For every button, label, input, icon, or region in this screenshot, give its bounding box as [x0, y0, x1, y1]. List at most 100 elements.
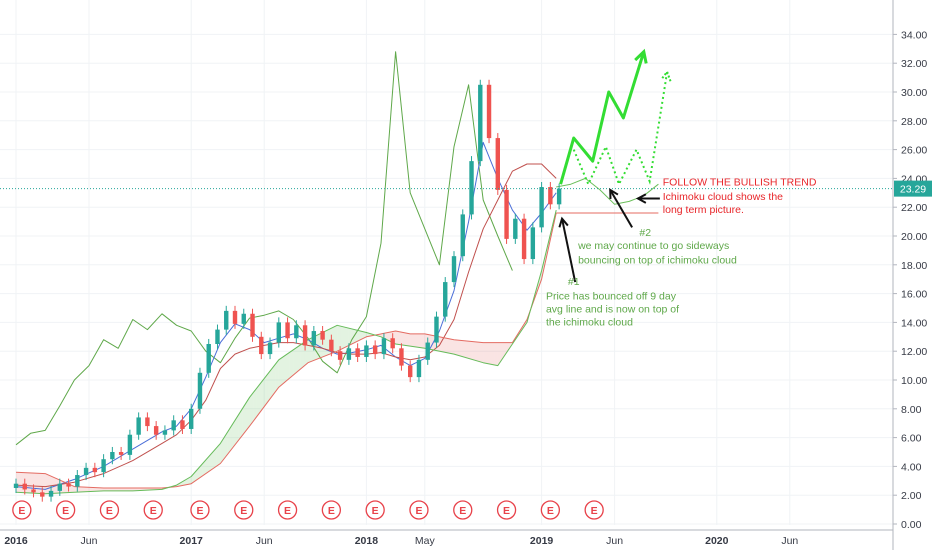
- earnings-marker: [99, 500, 120, 520]
- candle-body: [40, 492, 45, 497]
- candle-body: [302, 325, 308, 346]
- y-tick-label: 26.00: [901, 145, 927, 157]
- y-tick-label: 18.00: [901, 260, 927, 272]
- ichimoku-cloud-fill: [99, 487, 104, 492]
- earnings-marker: [190, 500, 210, 520]
- y-tick-label: 34.00: [901, 29, 927, 41]
- annotation-text: the ichimoku cloud: [546, 316, 633, 328]
- ichimoku-cloud-fill: [16, 472, 20, 493]
- candle-body: [276, 322, 281, 343]
- candle-body: [197, 372, 203, 409]
- ichimoku-cloud-fill: [121, 488, 126, 491]
- candle-body: [460, 214, 465, 257]
- ichimoku-cloud-fill: [454, 339, 458, 356]
- ichimoku-cloud-fill: [475, 341, 480, 362]
- x-tick-label: 2017: [180, 535, 204, 547]
- earnings-marker: [12, 500, 32, 520]
- candle-body: [22, 483, 27, 490]
- ichimoku-cloud-fill: [479, 342, 484, 363]
- candle-body: [355, 348, 360, 357]
- ichimoku-cloud-fill: [410, 333, 414, 347]
- candle-body: [66, 483, 71, 487]
- ichimoku-cloud-fill: [136, 488, 141, 491]
- ichimoku-cloud-fill: [191, 472, 195, 484]
- ichimoku-cloud-fill: [37, 473, 42, 494]
- ichimoku-cloud-fill: [96, 487, 100, 492]
- candle-body: [521, 218, 527, 260]
- y-tick-label: 32.00: [901, 58, 927, 70]
- ichimoku-cloud-fill: [402, 332, 407, 346]
- current-price-label: 23.29: [900, 184, 926, 196]
- annotation-text: #1: [568, 276, 580, 288]
- ichimoku-cloud-fill: [446, 338, 451, 354]
- ichimoku-cloud-fill: [359, 330, 363, 341]
- candle-body: [285, 322, 290, 339]
- candle-body: [83, 467, 89, 476]
- ichimoku-cloud-fill: [289, 349, 294, 379]
- candle-body: [31, 489, 36, 493]
- ichimoku-cloud-fill: [213, 447, 217, 469]
- candle-body: [267, 342, 273, 355]
- x-tick-label: 2019: [530, 535, 554, 547]
- y-tick-label: 12.00: [901, 346, 927, 358]
- ichimoku-cloud-fill: [344, 327, 349, 348]
- y-tick-label: 2.00: [901, 490, 922, 502]
- candle-body: [189, 408, 194, 429]
- ichimoku-cloud-fill: [48, 475, 53, 494]
- candle-body: [136, 417, 141, 435]
- annotation-text: avg line and is now on top of: [546, 303, 679, 315]
- candle-body: [504, 189, 509, 239]
- candle-body: [372, 345, 378, 355]
- x-tick-label: Jun: [606, 535, 623, 547]
- candle-body: [399, 348, 404, 366]
- y-tick-label: 28.00: [901, 116, 927, 128]
- ichimoku-cloud-fill: [78, 486, 82, 493]
- candle-body: [434, 316, 439, 343]
- earnings-marker-label: E: [106, 505, 113, 517]
- x-tick-label: Jun: [781, 535, 798, 547]
- earnings-marker: [453, 500, 473, 520]
- y-tick-label: 8.00: [901, 404, 922, 416]
- candle-body: [206, 344, 211, 373]
- earnings-marker-label: E: [18, 505, 25, 517]
- ichimoku-cloud-fill: [129, 488, 133, 491]
- earnings-marker: [277, 500, 298, 520]
- x-tick-label: 2016: [4, 535, 28, 547]
- candle-body: [329, 339, 334, 352]
- candle-body: [495, 138, 500, 190]
- candle-body: [346, 348, 352, 360]
- ichimoku-cloud-fill: [264, 373, 268, 407]
- pointer-arrow-1-head: [558, 216, 569, 228]
- ichimoku-cloud-fill: [238, 408, 243, 441]
- ichimoku-cloud-fill: [110, 488, 115, 491]
- y-tick-label: 16.00: [901, 289, 927, 301]
- ichimoku-cloud-fill: [308, 337, 312, 363]
- ichimoku-cloud-fill: [63, 481, 68, 493]
- ichimoku-cloud-fill: [297, 344, 301, 372]
- candle-body: [486, 84, 492, 139]
- y-tick-label: 14.00: [901, 317, 927, 329]
- annotation-text: we may continue to go sideways: [577, 240, 729, 252]
- ichimoku-cloud-fill: [92, 487, 97, 492]
- candle-body: [75, 475, 80, 487]
- candle-body: [250, 313, 255, 337]
- ichimoku-cloud-fill: [227, 426, 232, 455]
- candle-body: [416, 359, 422, 378]
- candle-body: [215, 329, 220, 344]
- annotation-text: bouncing on top of ichimoku cloud: [578, 254, 737, 266]
- ichimoku-cloud-fill: [249, 392, 254, 427]
- ichimoku-cloud-fill: [300, 342, 305, 369]
- forecast-arrow-dotted-head: [660, 69, 672, 82]
- ichimoku-cloud-fill: [286, 352, 290, 382]
- ichimoku-cloud-fill: [494, 342, 498, 366]
- candle-body: [171, 420, 176, 431]
- ichimoku-cloud-fill: [224, 431, 228, 459]
- earnings-marker-label: E: [150, 505, 157, 517]
- candle-body: [232, 310, 238, 324]
- earnings-marker-label: E: [503, 505, 510, 517]
- earnings-marker: [365, 500, 385, 520]
- earnings-marker-label: E: [240, 505, 247, 517]
